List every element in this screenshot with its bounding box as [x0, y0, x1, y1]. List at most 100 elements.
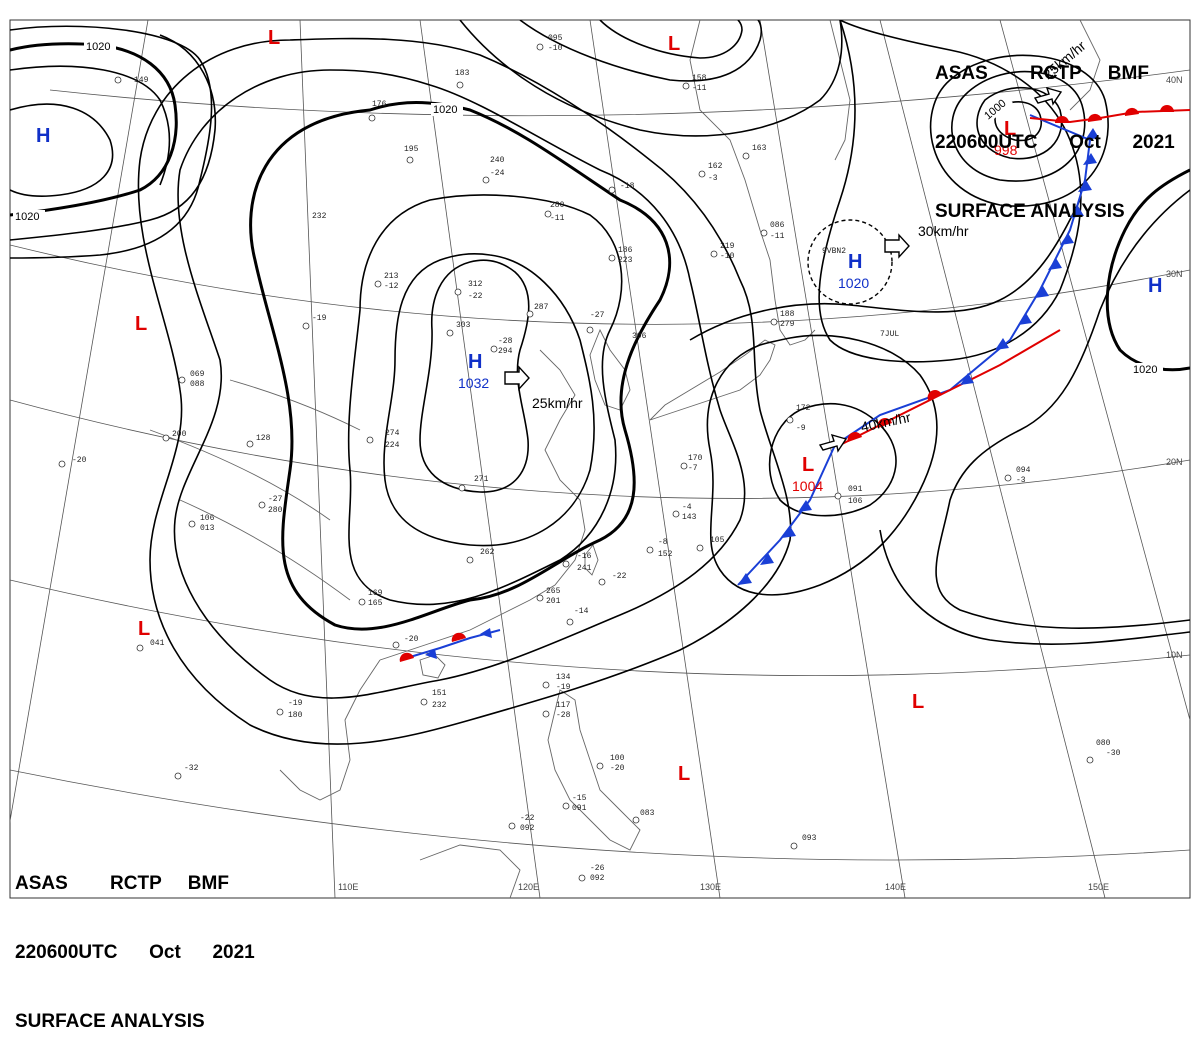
station-value: -20 [404, 635, 419, 644]
station-value: 162 [708, 162, 723, 171]
meridian-160e [999, 20, 1190, 721]
station-value: 223 [618, 256, 633, 265]
latitude-label: 40N [1166, 75, 1183, 85]
cold-front-tooth [782, 526, 796, 538]
station-value: 069 [190, 370, 205, 379]
central-pressure-value: 1020 [838, 275, 869, 291]
station-marker [646, 546, 654, 554]
station-marker [406, 156, 414, 164]
station-marker [742, 152, 750, 160]
svg-text:1020: 1020 [1133, 364, 1157, 376]
station-value: 143 [682, 513, 697, 522]
station-marker [454, 288, 462, 296]
station-marker [446, 329, 454, 337]
isobar-value-label: 1020 [1131, 363, 1163, 376]
motion-speed-label: 30km/hr [918, 223, 969, 239]
isobar-1024 [347, 194, 623, 606]
station-marker [1086, 756, 1094, 764]
station-marker [710, 250, 718, 258]
low-symbol: L [802, 454, 814, 476]
station-marker [542, 681, 550, 689]
station-value: -16 [577, 552, 592, 561]
station-marker [508, 822, 516, 830]
station-value: 083 [640, 809, 655, 818]
coast-philippines [547, 689, 641, 851]
station-value: 094 [1016, 466, 1031, 475]
isobar-value-label: 1020 [431, 103, 463, 116]
cold-front-tooth [1078, 180, 1092, 192]
station-value: 200 [172, 430, 187, 439]
station-value: 106 [848, 497, 863, 506]
low-pressure-center: L [138, 618, 150, 640]
station-value: 280 [550, 201, 565, 210]
station-value: 170 [688, 454, 703, 463]
cold-front-tooth [1035, 286, 1049, 298]
station-value: 092 [520, 824, 535, 833]
station-marker [544, 210, 552, 218]
isobar-1012-outer [137, 37, 792, 745]
station-value: 224 [385, 441, 400, 450]
footer-line-3: SURFACE ANALYSIS [15, 1011, 205, 1032]
station-value: -19 [312, 314, 327, 323]
station-marker [586, 326, 594, 334]
station-marker [466, 556, 474, 564]
station-value: -11 [770, 232, 785, 241]
warm-front-bump [877, 418, 892, 428]
station-value: -27 [268, 495, 283, 504]
station-marker [392, 641, 400, 649]
low-pressure-center: L 998 [994, 118, 1018, 158]
station-value: -28 [498, 337, 513, 346]
cold-front-tooth [798, 500, 812, 512]
warm-front-bump [1160, 105, 1174, 112]
isobar-value-label: 1020 [84, 40, 116, 53]
station-value: 092 [590, 874, 605, 883]
station-value: 241 [577, 564, 592, 573]
low-pressure-center: L 1004 [792, 454, 823, 494]
station-marker [490, 345, 498, 353]
station-value: 312 [468, 280, 483, 289]
central-pressure-value: 1032 [458, 375, 489, 391]
station-value: -10 [0, 0, 15, 3]
fronts [399, 105, 1190, 662]
station-marker [608, 254, 616, 262]
station-value: 186 [618, 246, 633, 255]
station-marker [536, 43, 544, 51]
motion-arrow-northeast [818, 433, 848, 453]
station-value: -19 [556, 683, 571, 692]
station-value: 041 [150, 639, 165, 648]
station-value: 106 [200, 514, 215, 523]
station-value: 165 [368, 599, 383, 608]
station-value: 169 [368, 589, 383, 598]
isobar-east-big [935, 189, 1190, 629]
high-pressure-center: H 1032 [458, 351, 489, 391]
header-line-1: ASAS RCTP BMF [935, 63, 1149, 84]
station-value: 093 [802, 834, 817, 843]
warm-front-bump [399, 652, 414, 662]
station-marker [542, 710, 550, 718]
station-value: -12 [384, 282, 399, 291]
station-marker [1004, 474, 1012, 482]
station-value: -3 [1016, 476, 1026, 485]
low-pressure-center: L [678, 763, 690, 785]
station-value: 158 [692, 74, 707, 83]
station-value: 219 [720, 242, 735, 251]
meridian-100e [10, 20, 149, 824]
station-value: 163 [752, 144, 767, 153]
longitude-label: 120E [518, 882, 539, 892]
station-value: -28 [556, 711, 571, 720]
svg-text:1020: 1020 [433, 104, 457, 116]
isobar-low-1004-inner [768, 402, 897, 517]
station-marker [368, 114, 376, 122]
station-marker [162, 434, 170, 442]
isobar-north-2 [599, 20, 743, 59]
station-value: 149 [134, 76, 149, 85]
station-value: 240 [490, 156, 505, 165]
station-value: -10 [548, 44, 563, 53]
station-marker [682, 82, 690, 90]
station-marker [562, 802, 570, 810]
parallel-40n [49, 69, 1190, 117]
station-value: 105 [710, 536, 725, 545]
meridian-140e [759, 20, 906, 898]
station-marker [834, 492, 842, 500]
